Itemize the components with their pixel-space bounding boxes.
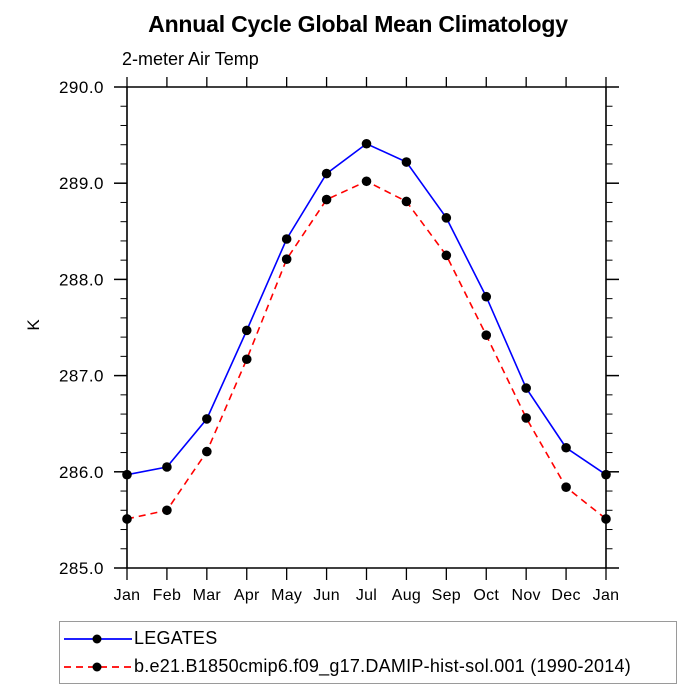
legend-line-sample-solid <box>64 634 132 643</box>
legend-box: LEGATES b.e21.B1850cmip6.f09_g17.DAMIP-h… <box>59 621 677 684</box>
legend-line-sample-dashed <box>64 662 132 671</box>
svg-text:286.0: 286.0 <box>59 463 104 482</box>
legend-item-obs: LEGATES <box>64 625 676 653</box>
svg-text:287.0: 287.0 <box>59 367 104 386</box>
chart-title: Annual Cycle Global Mean Climatology <box>148 11 568 37</box>
svg-text:Feb: Feb <box>153 587 181 604</box>
svg-text:K: K <box>24 319 43 331</box>
svg-text:Nov: Nov <box>511 587 540 604</box>
svg-text:Jan: Jan <box>593 587 620 604</box>
svg-text:Sep: Sep <box>432 587 461 604</box>
legend-label-obs: LEGATES <box>134 628 218 648</box>
legend-item-model: b.e21.B1850cmip6.f09_g17.DAMIP-hist-sol.… <box>64 653 676 681</box>
svg-text:Apr: Apr <box>234 587 260 604</box>
svg-text:Jul: Jul <box>356 587 377 604</box>
svg-text:290.0: 290.0 <box>59 78 104 97</box>
svg-text:285.0: 285.0 <box>59 559 104 578</box>
svg-text:Jun: Jun <box>313 587 340 604</box>
svg-text:Mar: Mar <box>193 587 222 604</box>
svg-text:May: May <box>271 587 302 604</box>
legend-label-model: b.e21.B1850cmip6.f09_g17.DAMIP-hist-sol.… <box>134 656 632 676</box>
svg-text:289.0: 289.0 <box>59 174 104 193</box>
svg-text:Jan: Jan <box>114 587 141 604</box>
svg-text:288.0: 288.0 <box>59 270 104 289</box>
svg-text:Dec: Dec <box>551 587 580 604</box>
svg-text:Aug: Aug <box>392 587 421 604</box>
svg-text:Oct: Oct <box>473 587 499 604</box>
chart-subtitle: 2-meter Air Temp <box>122 49 259 69</box>
